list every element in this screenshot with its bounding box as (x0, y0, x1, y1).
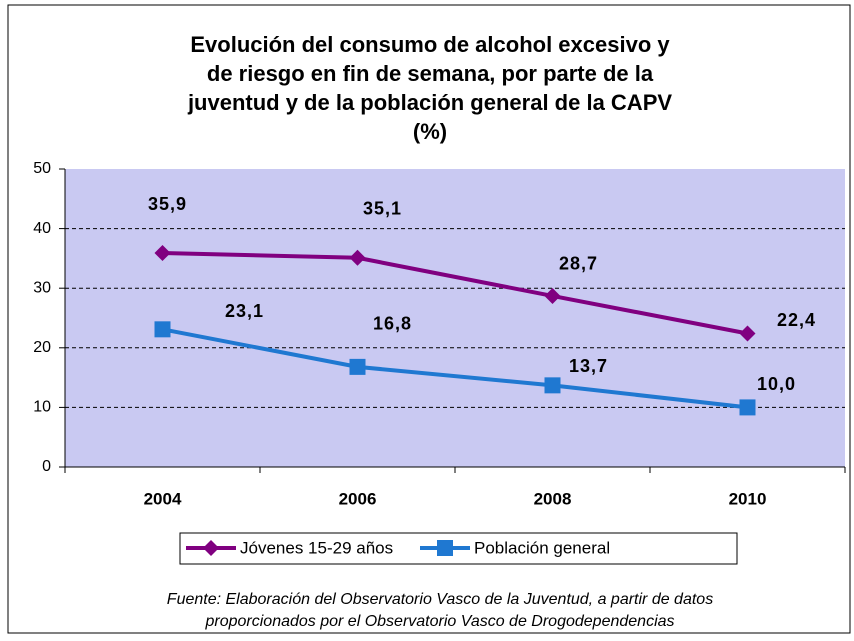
x-tick-label: 2006 (339, 489, 377, 508)
plot-area (65, 169, 845, 467)
data-label: 35,1 (363, 199, 402, 219)
series-line (162, 251, 748, 336)
legend-marker (203, 540, 219, 556)
data-label: 13,7 (569, 356, 608, 376)
x-tick-label: 2010 (729, 489, 767, 508)
y-tick-label: 10 (33, 399, 51, 416)
series-line (162, 327, 748, 410)
data-label: 28,7 (559, 254, 598, 274)
y-tick-label: 50 (33, 160, 51, 177)
legend-marker (437, 540, 453, 556)
source-note: proporcionados por el Observatorio Vasco… (204, 613, 674, 630)
legend-label: Jóvenes 15-29 años (240, 538, 393, 557)
y-tick-label: 20 (33, 339, 51, 356)
y-tick-label: 30 (33, 279, 51, 296)
data-point (349, 249, 366, 266)
chart-title: Evolución del consumo de alcohol excesiv… (190, 32, 670, 57)
data-label: 35,9 (148, 194, 187, 214)
data-point (154, 321, 171, 338)
source-note: Fuente: Elaboración del Observatorio Vas… (167, 591, 713, 608)
chart-title: de riesgo en fin de semana, por parte de… (207, 61, 654, 86)
legend-label: Población general (474, 538, 610, 557)
x-tick-label: 2008 (534, 489, 572, 508)
chart-title: juventud y de la población general de la… (187, 90, 672, 115)
data-point (739, 399, 756, 416)
data-label: 22,4 (777, 310, 816, 330)
data-point (349, 358, 366, 375)
data-label: 16,8 (373, 314, 412, 334)
y-tick-label: 40 (33, 220, 51, 237)
data-point (154, 245, 171, 262)
data-point (739, 325, 756, 342)
chart-title: (%) (413, 119, 447, 144)
data-point (544, 287, 561, 304)
x-tick-label: 2004 (144, 489, 182, 508)
data-label: 23,1 (225, 301, 264, 321)
data-label: 10,0 (757, 374, 796, 394)
y-tick-label: 0 (42, 458, 51, 475)
data-point (544, 377, 561, 394)
